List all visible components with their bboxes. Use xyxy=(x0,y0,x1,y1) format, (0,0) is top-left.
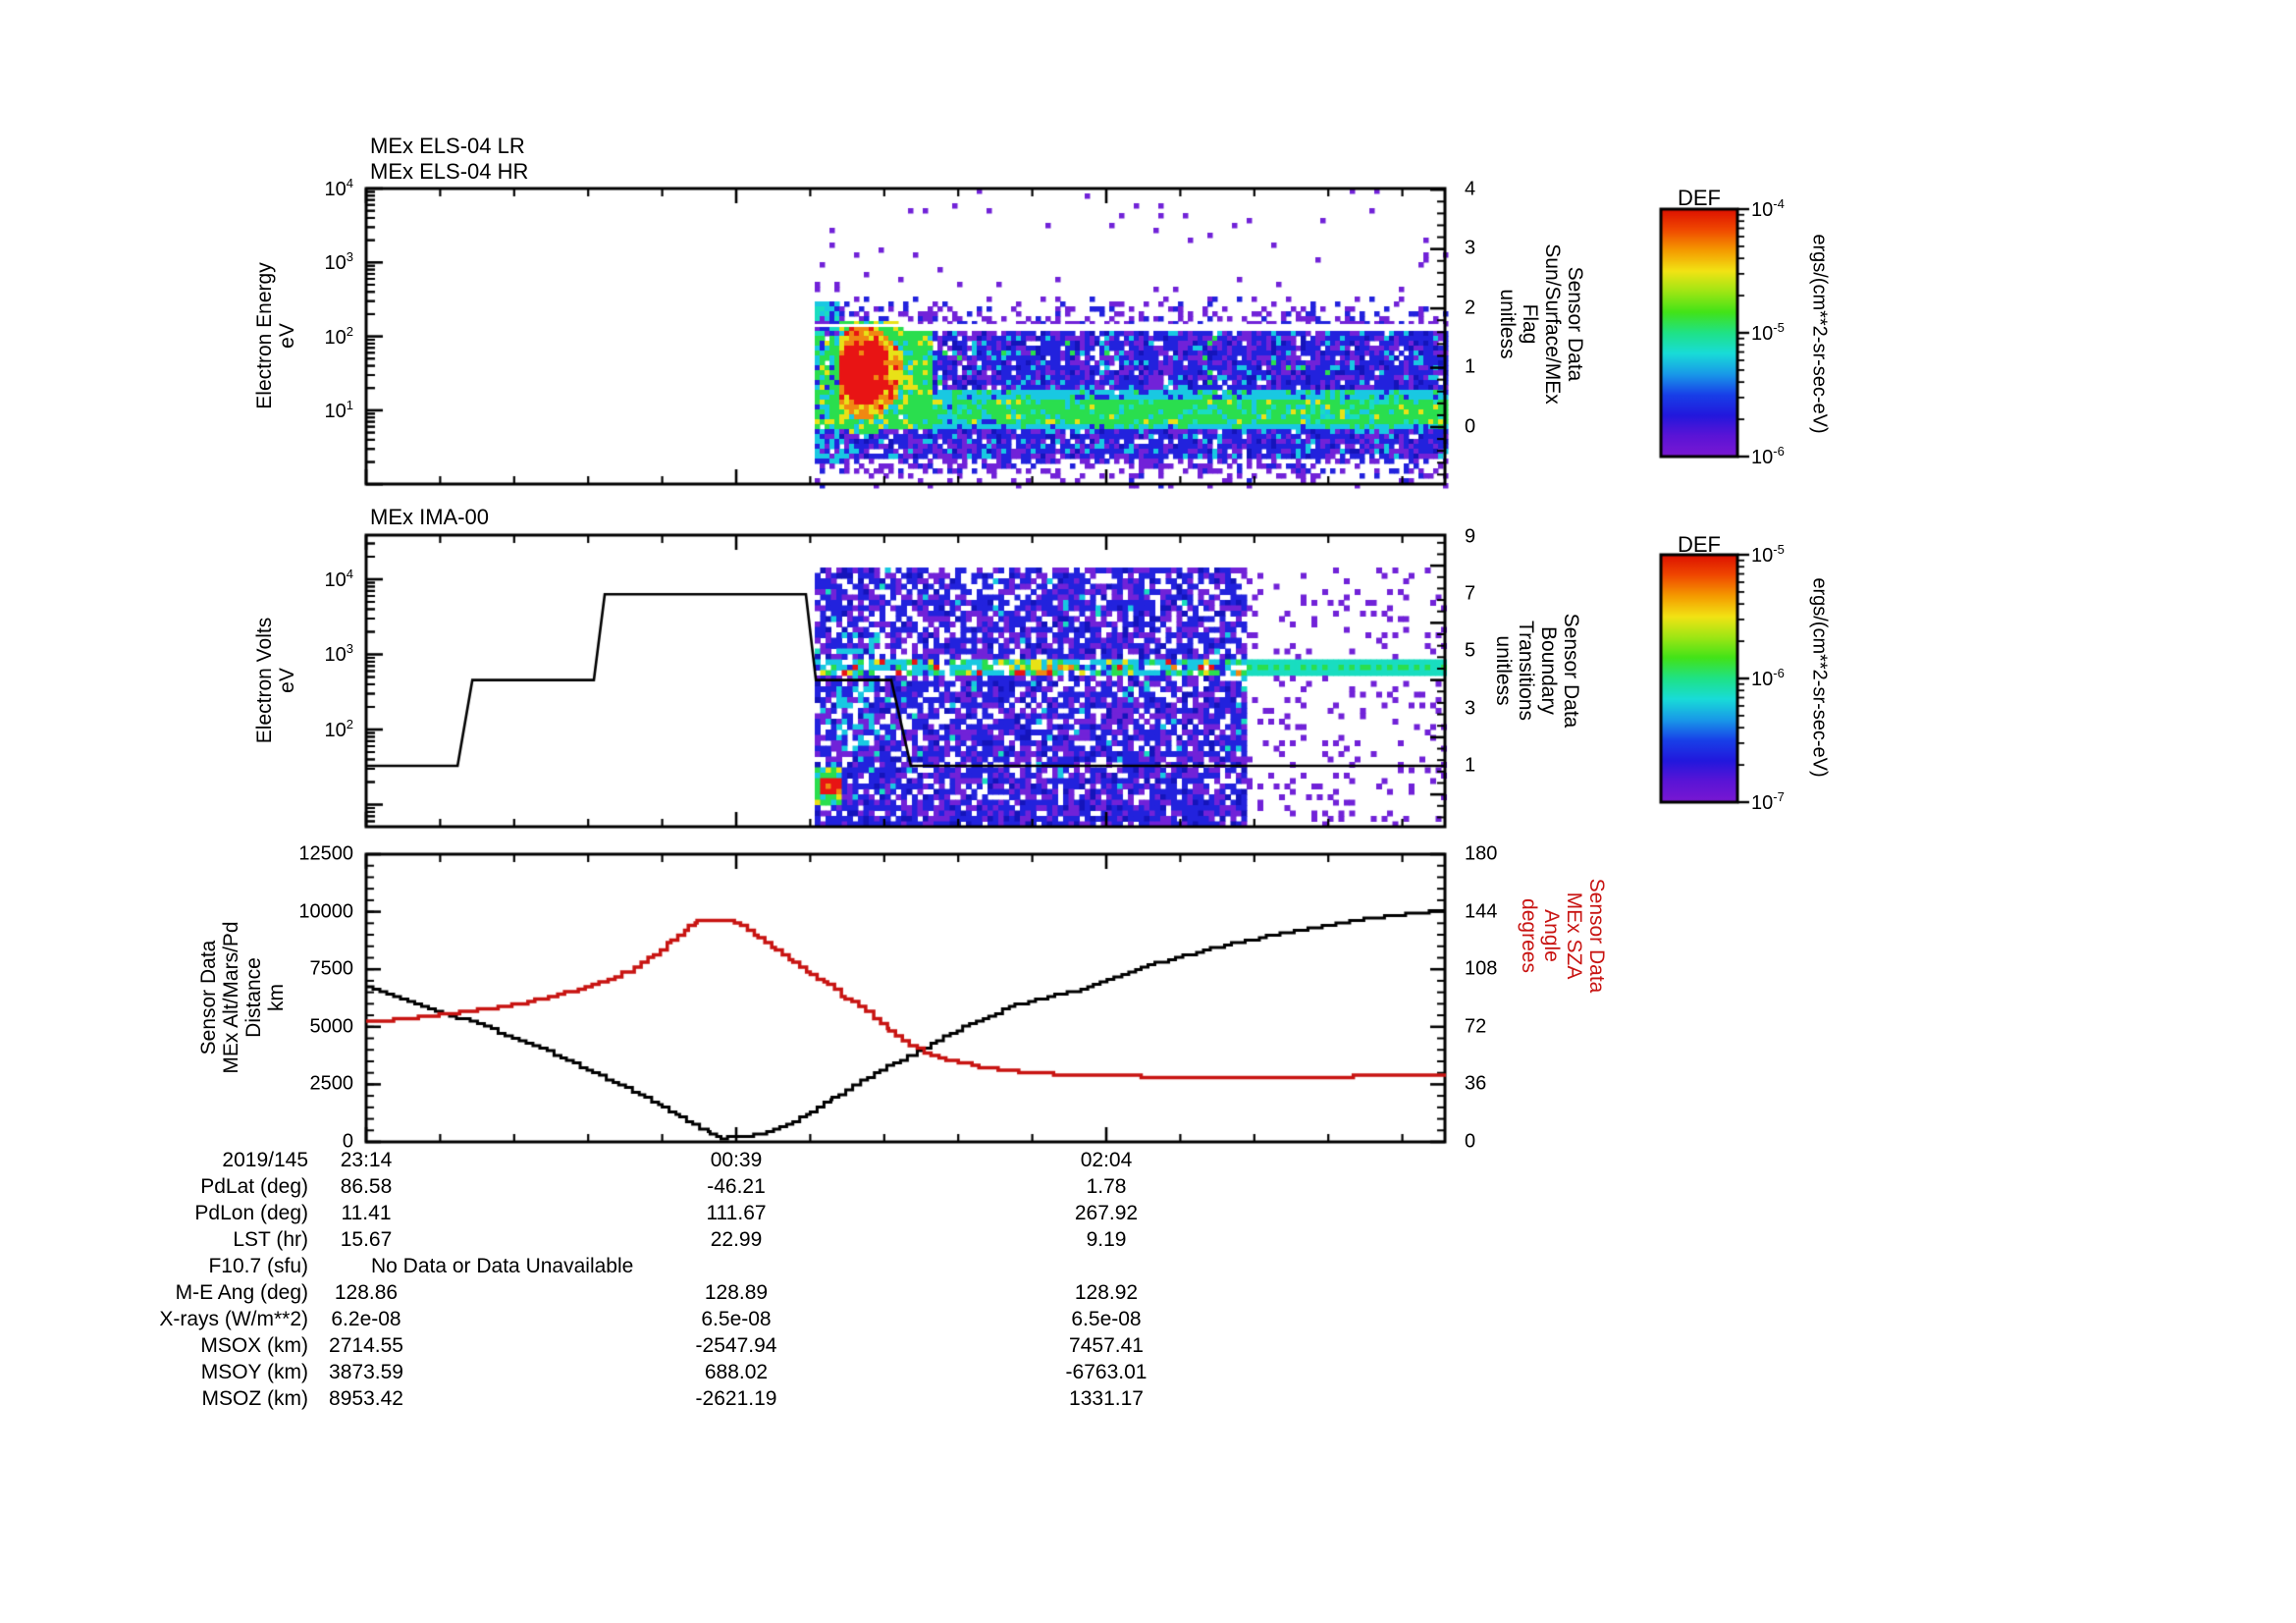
table-row-label: F10.7 (sfu) xyxy=(208,1255,308,1277)
table-row-label: MSOY (km) xyxy=(200,1361,308,1383)
table-row-label: PdLon (deg) xyxy=(194,1202,308,1224)
table-value: -2547.94 xyxy=(695,1334,777,1357)
table-row-label: X-rays (W/m**2) xyxy=(159,1308,308,1330)
table-value: 11.41 xyxy=(341,1202,392,1224)
sza-tick: 180 xyxy=(1465,842,1498,865)
ima-flag-tick: 5 xyxy=(1465,639,1476,662)
table-value: 6.2e-08 xyxy=(331,1308,401,1330)
table-value: 15.67 xyxy=(340,1228,393,1251)
table-value: 00:39 xyxy=(710,1149,763,1171)
table-value: 688.02 xyxy=(704,1361,769,1383)
table-value: 9.19 xyxy=(1086,1228,1127,1251)
eph-ytick: 10000 xyxy=(298,900,353,923)
eph-ytick: 12500 xyxy=(298,842,353,865)
eph-ytick: 5000 xyxy=(309,1015,354,1038)
table-value: 8953.42 xyxy=(329,1387,403,1410)
els-ytick: 101 xyxy=(324,398,353,422)
els-flag-tick: 1 xyxy=(1465,355,1476,378)
table-value: 22.99 xyxy=(710,1228,763,1251)
colorbar1-tick: 10-4 xyxy=(1751,196,1785,221)
table-row-label: 2019/145 xyxy=(222,1149,308,1171)
table-value: 128.86 xyxy=(334,1281,399,1304)
table-row-label: PdLat (deg) xyxy=(200,1175,308,1198)
table-value: 3873.59 xyxy=(329,1361,403,1383)
eph-ytick: 2500 xyxy=(309,1072,354,1095)
table-value: 1.78 xyxy=(1086,1175,1127,1198)
table-value: 23:14 xyxy=(340,1149,393,1171)
ima-flag-tick: 9 xyxy=(1465,525,1476,548)
colorbar1-units-label: ergs/(cm**2-sr-sec-eV) xyxy=(1808,234,1831,434)
sza-tick: 144 xyxy=(1465,900,1498,923)
table-value: 7457.41 xyxy=(1069,1334,1144,1357)
sza-tick: 0 xyxy=(1465,1130,1476,1153)
els-panel-title: MEx ELS-04 LR MEx ELS-04 HR xyxy=(370,134,529,184)
table-row-label: MSOZ (km) xyxy=(201,1387,308,1410)
sza-tick: 36 xyxy=(1465,1072,1487,1095)
table-value: -6763.01 xyxy=(1065,1361,1148,1383)
els-ytick: 104 xyxy=(324,176,353,200)
els-flag-tick: 2 xyxy=(1465,297,1476,319)
els-ytick: 102 xyxy=(324,324,353,349)
table-value: 111.67 xyxy=(706,1202,767,1224)
ima-ytick: 103 xyxy=(324,641,353,666)
colorbar2-tick: 10-5 xyxy=(1751,542,1785,567)
table-value: 267.92 xyxy=(1074,1202,1139,1224)
table-value: 86.58 xyxy=(340,1175,393,1198)
table-value: 1331.17 xyxy=(1069,1387,1144,1410)
table-value: 6.5e-08 xyxy=(1071,1308,1142,1330)
eph-ytick: 7500 xyxy=(309,957,354,980)
table-value: -46.21 xyxy=(707,1175,766,1198)
table-value: -2621.19 xyxy=(695,1387,777,1410)
ima-ytick: 102 xyxy=(324,717,353,741)
eph-y-axis-label: Sensor Data MEx Alt/Mars/Pd Distance km xyxy=(197,921,288,1074)
els-flag-tick: 0 xyxy=(1465,415,1476,438)
table-nodata-value: No Data or Data Unavailable xyxy=(371,1255,634,1277)
ima-right-axis-label: Sensor Data Boundary Transitions unitles… xyxy=(1492,613,1582,729)
table-row-label: LST (hr) xyxy=(233,1228,308,1251)
colorbar1-title: DEF xyxy=(1678,186,1721,210)
sza-right-axis-label: Sensor Data MEx SZA Angle degrees xyxy=(1518,878,1608,994)
table-value: 128.92 xyxy=(1074,1281,1139,1304)
colorbar2-units-label: ergs/(cm**2-sr-sec-eV) xyxy=(1808,577,1831,778)
colorbar2-title: DEF xyxy=(1678,532,1721,557)
sza-tick: 108 xyxy=(1465,957,1498,980)
table-value: 128.89 xyxy=(704,1281,769,1304)
ima-flag-tick: 1 xyxy=(1465,754,1476,777)
ima-ytick: 104 xyxy=(324,567,353,591)
sza-tick: 72 xyxy=(1465,1015,1487,1038)
ima-flag-tick: 7 xyxy=(1465,582,1476,605)
table-row-label: MSOX (km) xyxy=(200,1334,308,1357)
colorbar2-tick: 10-7 xyxy=(1751,789,1785,814)
els-flag-tick: 4 xyxy=(1465,178,1476,200)
table-value: 02:04 xyxy=(1080,1149,1133,1171)
els-ytick: 103 xyxy=(324,249,353,274)
table-row-label: M-E Ang (deg) xyxy=(175,1281,308,1304)
els-flag-tick: 3 xyxy=(1465,237,1476,259)
colorbar1-tick: 10-6 xyxy=(1751,444,1785,468)
table-value: 2714.55 xyxy=(329,1334,403,1357)
els-right-axis-label: Sensor Data Sun/Surface/MEx Flag unitles… xyxy=(1496,243,1586,405)
ima-panel-title: MEx IMA-00 xyxy=(370,505,490,529)
eph-ytick: 0 xyxy=(342,1130,353,1153)
table-value: 6.5e-08 xyxy=(701,1308,772,1330)
colorbar2-tick: 10-6 xyxy=(1751,666,1785,690)
colorbar1-tick: 10-5 xyxy=(1751,320,1785,345)
ima-flag-tick: 3 xyxy=(1465,697,1476,720)
